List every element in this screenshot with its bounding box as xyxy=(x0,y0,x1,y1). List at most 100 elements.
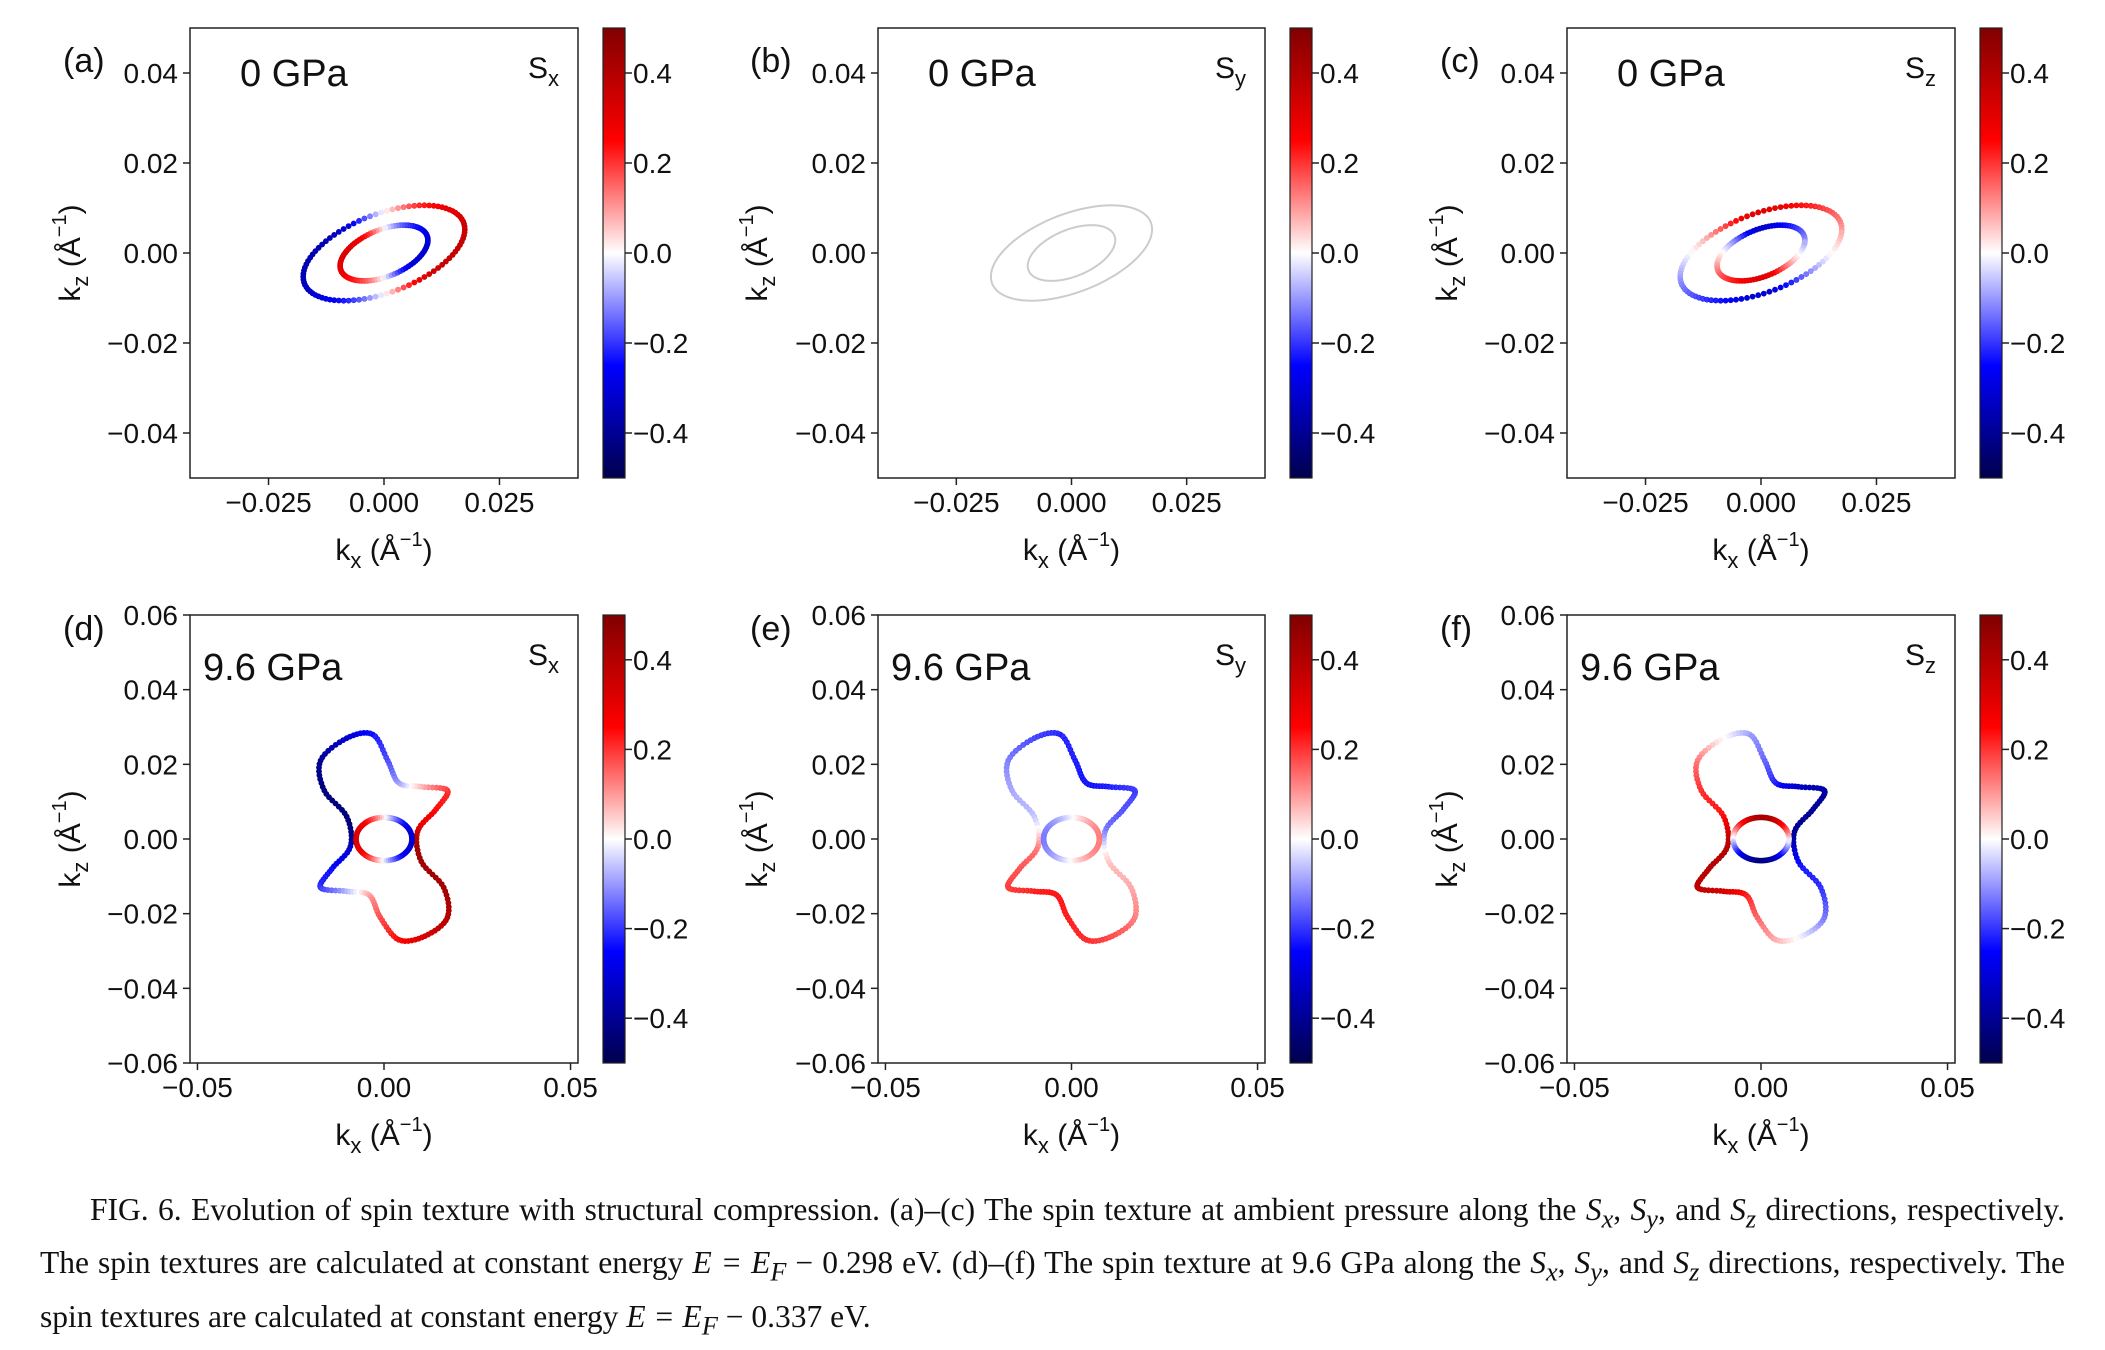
x-tick-label: 0.000 xyxy=(1726,487,1796,518)
spin-texture-figure: (a) 0 GPa Sx 0.04 0.02 0.00 −0.02 −0.04 −0.025 0.… xyxy=(49,27,2065,1158)
spin-point xyxy=(1783,282,1789,288)
spin-point xyxy=(1772,286,1778,293)
colorbar-tick-label: 0.4 xyxy=(633,645,672,676)
panel-label: (a) xyxy=(63,42,105,80)
spin-point xyxy=(332,742,339,748)
y-tick-label: −0.04 xyxy=(1484,973,1555,1004)
x-axis-label: kx (Å−1) xyxy=(335,1114,432,1158)
spin-point xyxy=(361,215,368,222)
spin-point xyxy=(1755,209,1762,216)
y-tick-label: −0.06 xyxy=(795,1048,866,1079)
pressure-label: 0 GPa xyxy=(240,53,349,95)
y-tick-label: 0.02 xyxy=(124,749,179,780)
panel-e: (e) 9.6 GPa Sy 0.06 0.04 0.02 0.00 −0.02 −0.04 −0… xyxy=(736,600,1375,1158)
pressure-label: 9.6 GPa xyxy=(1580,647,1720,689)
spin-point xyxy=(1713,739,1720,746)
spin-point xyxy=(1020,742,1027,748)
caption-sx: S xyxy=(1585,1192,1602,1227)
spin-point xyxy=(1722,223,1729,229)
component-label: Sy xyxy=(1215,639,1246,678)
spin-point xyxy=(1793,276,1800,283)
colorbar-tick-label: 0.0 xyxy=(2010,824,2049,855)
spin-point xyxy=(345,297,352,304)
contour-outer xyxy=(1677,202,1845,304)
spin-point xyxy=(350,297,357,304)
spin-point xyxy=(1801,238,1808,245)
caption-eq1: E = E xyxy=(692,1245,771,1281)
spin-point xyxy=(1727,297,1734,304)
spin-point xyxy=(426,271,433,277)
panel-f: (f) 9.6 GPa Sz 0.06 0.04 0.02 0.00 −0.02 −0.04 −0… xyxy=(1426,600,2065,1158)
spin-point xyxy=(1766,288,1773,295)
x-tick-label: −0.05 xyxy=(1539,1072,1610,1103)
caption-sz-sub: z xyxy=(1745,1204,1757,1234)
x-axis-label: kx (Å−1) xyxy=(1023,1114,1120,1158)
colorbar-tick-label: 0.2 xyxy=(633,148,672,179)
spin-point xyxy=(435,265,441,271)
panel-label: (d) xyxy=(63,610,105,648)
y-tick-label: −0.06 xyxy=(107,1048,178,1079)
spin-point xyxy=(1816,261,1822,268)
spin-point xyxy=(411,202,418,209)
pressure-label: 9.6 GPa xyxy=(891,647,1031,689)
y-tick-label: −0.04 xyxy=(107,418,178,449)
spin-point xyxy=(1755,292,1762,299)
spin-point xyxy=(426,202,433,209)
y-tick-label: 0.04 xyxy=(812,675,867,706)
contour-inner xyxy=(337,222,431,284)
colorbar-tick-label: 0.4 xyxy=(2010,645,2049,676)
plot-frame xyxy=(1566,27,1956,479)
caption-eq1-rest: − 0.298 eV. (d)–(f) The spin texture at … xyxy=(786,1245,1531,1281)
spin-point xyxy=(411,279,418,286)
spin-point xyxy=(1749,293,1756,300)
y-tick-label: 0.02 xyxy=(812,148,867,179)
caption-sep1: , xyxy=(1613,1192,1631,1227)
contour-inner xyxy=(1714,222,1808,284)
x-tick-label: 0.025 xyxy=(1841,487,1911,518)
plot-frame xyxy=(189,614,579,1064)
caption-sep2: , and xyxy=(1657,1192,1731,1227)
colorbar-tick-label: −0.2 xyxy=(1320,328,1375,359)
colorbar xyxy=(1979,614,2003,1064)
x-tick-label: 0.05 xyxy=(1230,1072,1285,1103)
component-label: Sy xyxy=(1215,52,1246,91)
colorbar-tick-label: 0.4 xyxy=(1320,645,1359,676)
spin-point xyxy=(1744,294,1750,301)
contour-outer xyxy=(300,202,468,304)
colorbar-tick-label: 0.4 xyxy=(633,58,672,89)
spin-point xyxy=(1700,238,1706,245)
spin-point xyxy=(395,205,401,211)
spin-point xyxy=(1838,229,1845,236)
spin-point xyxy=(335,297,342,304)
spin-point xyxy=(372,211,379,218)
spin-point xyxy=(1772,205,1778,211)
plot-frame xyxy=(877,614,1266,1064)
colorbar xyxy=(1289,614,1313,1064)
panel-label: (f) xyxy=(1440,610,1472,648)
spin-point xyxy=(408,837,415,844)
caption-sy-sub: y xyxy=(1646,1204,1658,1234)
contour-outer xyxy=(1693,730,1829,944)
caption-sy2-sub: y xyxy=(1590,1257,1602,1287)
contour-inner xyxy=(1730,814,1792,864)
x-tick-label: 0.00 xyxy=(357,1072,412,1103)
colorbar-tick-label: −0.4 xyxy=(1320,1003,1375,1034)
y-tick-label: −0.04 xyxy=(107,973,178,1004)
spin-point xyxy=(372,733,379,740)
x-tick-label: 0.00 xyxy=(1734,1072,1789,1103)
colorbar-tick-label: 0.2 xyxy=(1320,734,1359,765)
spin-point xyxy=(1733,296,1739,303)
y-tick-label: −0.04 xyxy=(1484,418,1555,449)
spin-point xyxy=(1744,213,1750,220)
x-tick-label: 0.000 xyxy=(1036,487,1106,518)
spin-point xyxy=(367,213,373,220)
x-tick-label: 0.025 xyxy=(1152,487,1222,518)
pressure-label: 0 GPa xyxy=(1617,53,1726,95)
spin-point xyxy=(336,739,343,746)
spin-point xyxy=(1749,733,1756,740)
caption-seg1: Evolution of spin texture with structura… xyxy=(191,1192,1586,1227)
y-tick-label: 0.04 xyxy=(124,675,179,706)
y-tick-label: −0.04 xyxy=(795,418,866,449)
spin-point xyxy=(361,295,368,302)
colorbar-tick-label: 0.2 xyxy=(2010,734,2049,765)
